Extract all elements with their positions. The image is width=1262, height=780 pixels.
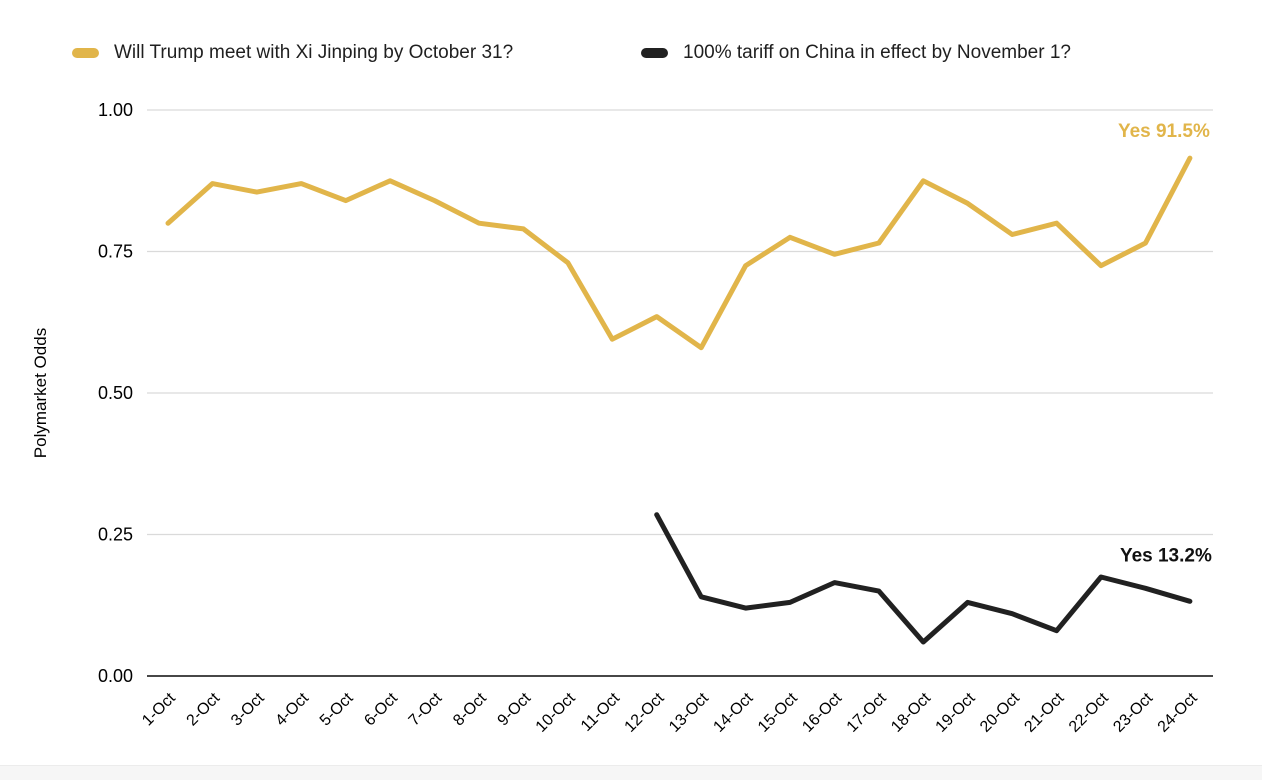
x-tick-label: 4-Oct [272,689,312,729]
x-tick-label: 15-Oct [755,689,801,735]
x-tick-label: 13-Oct [666,689,712,735]
x-tick-label: 22-Oct [1066,689,1112,735]
x-tick-label: 23-Oct [1110,689,1156,735]
legend-swatch-gold [72,48,99,58]
y-tick-label: 0.00 [98,666,133,686]
legend-item-trump-xi-meeting: Will Trump meet with Xi Jinping by Octob… [72,42,514,63]
series-line-1 [654,512,1193,645]
x-tick-label: 17-Oct [844,689,890,735]
x-tick-label: 9-Oct [495,689,535,729]
x-tick-label: 8-Oct [450,689,490,729]
x-tick-label: 6-Oct [361,689,401,729]
x-tick-label: 12-Oct [622,689,668,735]
legend-label: 100% tariff on China in effect by Novemb… [683,42,1071,63]
x-tick-label: 14-Oct [710,689,756,735]
x-tick-label: 10-Oct [533,689,579,735]
y-tick-label: 0.75 [98,242,133,262]
x-tick-label: 11-Oct [578,689,624,735]
annotation-label: Yes 13.2% [1120,545,1212,566]
x-tick-label: 24-Oct [1155,689,1201,735]
series-line-0 [165,155,1193,351]
y-axis-title: Polymarket Odds [31,328,50,458]
x-tick-label: 1-Oct [139,689,179,729]
x-tick-label: 5-Oct [317,689,357,729]
x-tick-label: 21-Oct [1021,689,1067,735]
legend-label: Will Trump meet with Xi Jinping by Octob… [114,42,514,63]
bottom-strip [0,765,1262,780]
legend-swatch-black [641,48,668,58]
y-tick-label: 1.00 [98,100,133,120]
x-tick-label: 18-Oct [888,689,934,735]
x-tick-label: 19-Oct [933,689,979,735]
y-tick-label: 0.50 [98,383,133,403]
x-tick-label: 7-Oct [406,689,446,729]
annotation-label: Yes 91.5% [1118,121,1210,142]
x-tick-label: 20-Oct [977,689,1023,735]
y-tick-label: 0.25 [98,525,133,545]
x-tick-label: 16-Oct [799,689,845,735]
legend-item-china-tariff: 100% tariff on China in effect by Novemb… [641,42,1071,63]
x-tick-label: 2-Oct [184,689,224,729]
x-tick-label: 3-Oct [228,689,268,729]
